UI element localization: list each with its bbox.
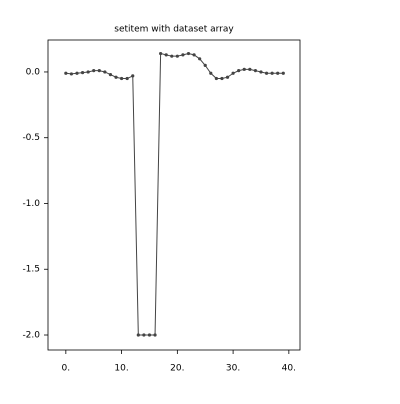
point [214,76,218,81]
point [164,53,168,57]
point [259,70,263,74]
point [131,74,135,78]
point [237,69,241,73]
point [270,71,274,75]
point [248,67,252,71]
point [64,71,68,75]
point [75,71,79,75]
point [86,70,90,74]
point [281,71,285,75]
plot-frame [47,39,301,351]
point [108,72,113,77]
point [80,71,85,75]
y-tick-label: -1.5 [22,265,40,275]
point [203,63,207,67]
point [114,75,118,79]
point [276,71,280,75]
x-tick-label: 40. [282,364,296,374]
point [92,69,96,73]
y-tick-label: -1.0 [22,199,40,209]
point [147,333,152,337]
point [231,71,235,75]
point [225,75,230,79]
point [253,69,257,73]
y-tick-label: 0.0 [26,67,41,77]
point [192,53,196,57]
point [125,76,129,81]
point [119,76,124,81]
line [65,52,284,336]
point [142,333,146,337]
point [242,67,246,71]
point [103,70,107,74]
point [136,333,140,337]
point [209,71,213,75]
point [220,76,224,81]
point [69,72,74,76]
point [198,57,202,61]
point [170,54,174,58]
point [97,69,101,73]
point [186,51,191,56]
x-tick-label: 0. [62,364,71,374]
x-tick-label: 20. [170,364,184,374]
chart-title: setitem with dataset array [114,25,234,35]
point [153,333,157,337]
x-tick-label: 10. [114,364,128,374]
point [181,53,185,57]
y-tick-label: -2.0 [22,331,40,341]
y-tick-label: -0.5 [22,133,40,143]
point [264,71,269,75]
x-tick-label: 30. [226,364,240,374]
point [175,54,179,58]
point [159,51,163,56]
